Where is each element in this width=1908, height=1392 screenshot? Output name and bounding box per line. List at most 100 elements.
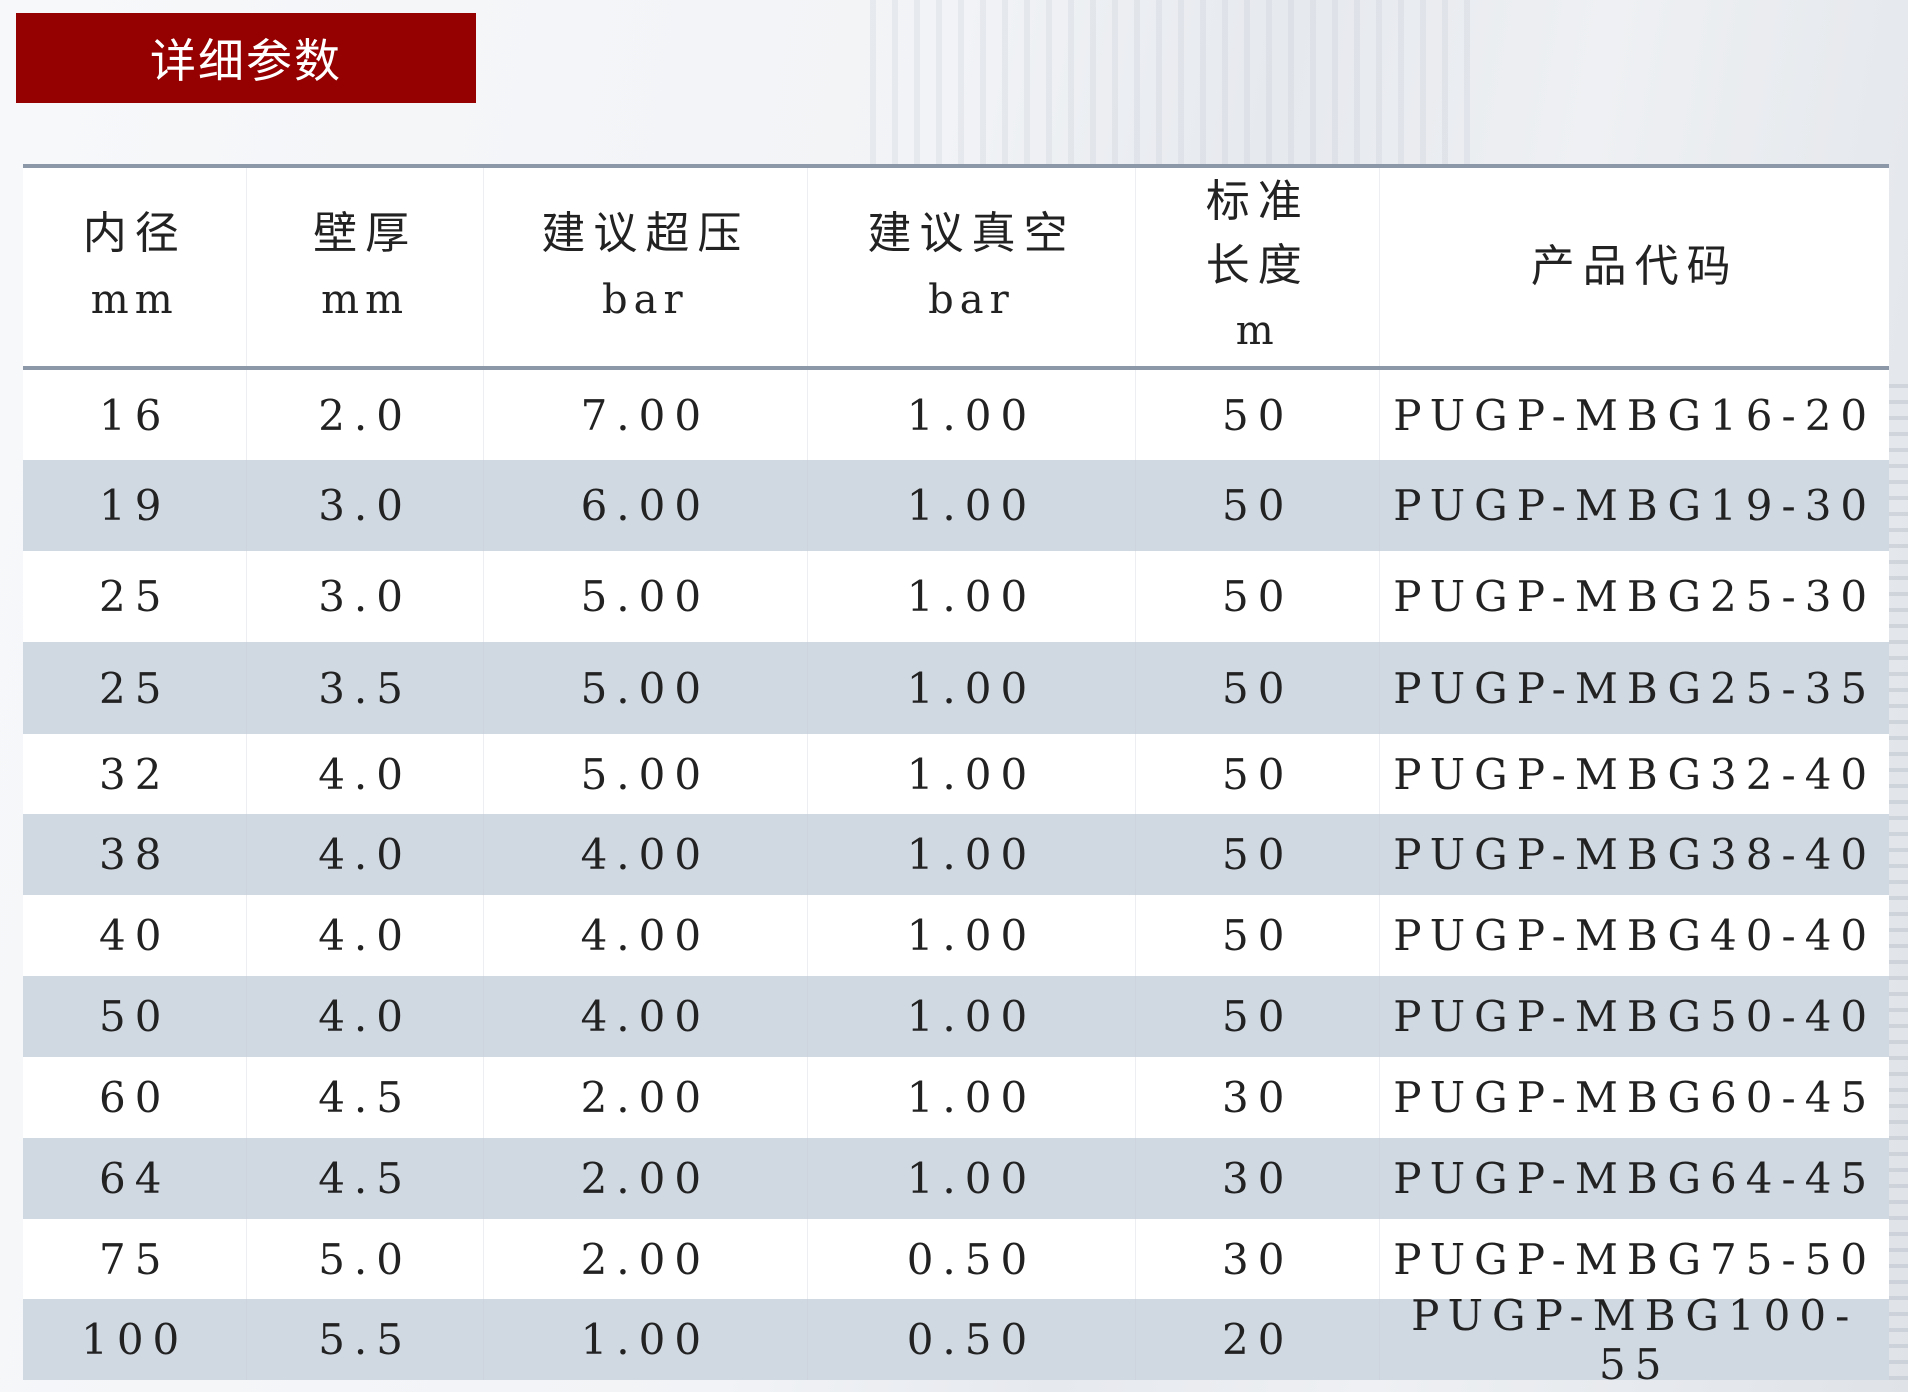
cell-inner-diameter: 60 — [23, 1057, 248, 1138]
cell-standard-length: 50 — [1136, 370, 1381, 460]
table-top-rule — [23, 164, 1889, 168]
cell-standard-length: 50 — [1136, 734, 1381, 814]
table-row: 19 3.0 6.00 1.00 50 PUGP-MBG19-30 — [23, 460, 1889, 551]
table-row: 50 4.0 4.00 1.00 50 PUGP-MBG50-40 — [23, 976, 1889, 1057]
cell-product-code: PUGP-MBG75-50 — [1393, 1234, 1877, 1284]
table-row: 25 3.5 5.00 1.00 50 PUGP-MBG25-35 — [23, 642, 1889, 734]
header-vacuum: 建议真空 bar — [808, 168, 1137, 366]
cell-product-code: PUGP-MBG100-55 — [1411, 1290, 1859, 1389]
cell-wall-thickness: 3.0 — [247, 460, 484, 551]
cell-product-code: PUGP-MBG32-40 — [1393, 749, 1877, 799]
cell-product-code: PUGP-MBG19-30 — [1393, 481, 1877, 530]
cell-vacuum: 1.00 — [808, 1138, 1137, 1219]
cell-wall-thickness: 4.5 — [247, 1138, 484, 1219]
cell-product-code: PUGP-MBG60-45 — [1393, 1073, 1877, 1122]
cell-vacuum: 0.50 — [808, 1299, 1137, 1380]
cell-overpressure: 4.00 — [484, 814, 808, 895]
cell-overpressure: 2.00 — [484, 1219, 808, 1299]
cell-wall-thickness: 4.0 — [247, 895, 484, 976]
table-row: 40 4.0 4.00 1.00 50 PUGP-MBG40-40 — [23, 895, 1889, 976]
header-standard-length: 标准长度 m — [1136, 168, 1381, 366]
cell-product-code: PUGP-MBG50-40 — [1393, 992, 1877, 1041]
cell-vacuum: 0.50 — [808, 1219, 1137, 1299]
cell-vacuum: 1.00 — [808, 895, 1137, 976]
cell-overpressure: 1.00 — [484, 1299, 808, 1380]
header-label: 壁厚 — [313, 208, 418, 259]
cell-overpressure: 6.00 — [484, 460, 808, 551]
cell-vacuum: 1.00 — [808, 1057, 1137, 1138]
cell-standard-length: 30 — [1136, 1057, 1381, 1138]
header-unit: mm — [90, 277, 179, 323]
spec-table: 内径 mm 壁厚 mm 建议超压 bar 建议真空 bar 标准长度 m 产品代码 16 2… — [23, 164, 1889, 1389]
cell-vacuum: 1.00 — [808, 814, 1137, 895]
cell-overpressure: 5.00 — [484, 642, 808, 734]
cell-standard-length: 50 — [1136, 642, 1381, 734]
cell-standard-length: 50 — [1136, 551, 1381, 642]
header-inner-diameter: 内径 mm — [23, 168, 248, 366]
cell-inner-diameter: 64 — [23, 1138, 248, 1219]
cell-wall-thickness: 4.5 — [247, 1057, 484, 1138]
cell-inner-diameter: 19 — [23, 460, 248, 551]
table-row: 75 5.0 2.00 0.50 30 PUGP-MBG75-50 — [23, 1219, 1889, 1299]
section-title: 详细参数 — [150, 34, 342, 88]
table-row: 16 2.0 7.00 1.00 50 PUGP-MBG16-20 — [23, 370, 1889, 460]
cell-wall-thickness: 3.0 — [247, 551, 484, 642]
cell-vacuum: 1.00 — [808, 734, 1137, 814]
cell-inner-diameter: 40 — [23, 895, 248, 976]
cell-inner-diameter: 38 — [23, 814, 248, 895]
cell-wall-thickness: 4.0 — [247, 734, 484, 814]
cell-standard-length: 50 — [1136, 460, 1381, 551]
cell-standard-length: 50 — [1136, 895, 1381, 976]
table-header-row: 内径 mm 壁厚 mm 建议超压 bar 建议真空 bar 标准长度 m 产品代码 — [23, 168, 1889, 366]
cell-inner-diameter: 16 — [23, 370, 248, 460]
cell-vacuum: 1.00 — [808, 460, 1137, 551]
cell-standard-length: 30 — [1136, 1219, 1381, 1299]
cell-standard-length: 50 — [1136, 814, 1381, 895]
header-label: 标准长度 — [1205, 176, 1310, 291]
cell-vacuum: 1.00 — [808, 551, 1137, 642]
cell-vacuum: 1.00 — [808, 642, 1137, 734]
cell-wall-thickness: 5.5 — [247, 1299, 484, 1380]
header-label: 内径 — [82, 208, 187, 259]
cell-standard-length: 50 — [1136, 976, 1381, 1057]
cell-wall-thickness: 4.0 — [247, 814, 484, 895]
header-unit: bar — [602, 277, 689, 323]
cell-overpressure: 2.00 — [484, 1057, 808, 1138]
cell-overpressure: 4.00 — [484, 895, 808, 976]
table-row: 25 3.0 5.00 1.00 50 PUGP-MBG25-30 — [23, 551, 1889, 642]
table-row: 100 5.5 1.00 0.50 20 PUGP-MBG100-55 — [23, 1290, 1889, 1389]
cell-product-code: PUGP-MBG25-35 — [1393, 663, 1877, 713]
header-wall-thickness: 壁厚 mm — [247, 168, 484, 366]
cell-wall-thickness: 3.5 — [247, 642, 484, 734]
cell-overpressure: 5.00 — [484, 734, 808, 814]
header-product-code: 产品代码 — [1380, 168, 1889, 366]
cell-overpressure: 5.00 — [484, 551, 808, 642]
header-bottom-rule — [23, 366, 1889, 370]
header-unit: bar — [928, 277, 1015, 323]
cell-wall-thickness: 2.0 — [247, 370, 484, 460]
cell-inner-diameter: 75 — [23, 1219, 248, 1299]
cell-wall-thickness: 5.0 — [247, 1219, 484, 1299]
header-unit: mm — [321, 277, 410, 323]
cell-inner-diameter: 32 — [23, 734, 248, 814]
background-building — [870, 0, 1470, 170]
table-row: 60 4.5 2.00 1.00 30 PUGP-MBG60-45 — [23, 1057, 1889, 1138]
cell-product-code: PUGP-MBG40-40 — [1393, 911, 1877, 960]
header-label: 建议真空 — [867, 208, 1076, 259]
section-title-banner: 详细参数 — [16, 13, 476, 103]
header-label: 产品代码 — [1530, 241, 1739, 292]
cell-standard-length: 30 — [1136, 1138, 1381, 1219]
header-unit: m — [1235, 308, 1280, 354]
cell-overpressure: 4.00 — [484, 976, 808, 1057]
cell-vacuum: 1.00 — [808, 976, 1137, 1057]
header-label: 建议超压 — [541, 208, 750, 259]
header-overpressure: 建议超压 bar — [484, 168, 808, 366]
cell-overpressure: 7.00 — [484, 370, 808, 460]
cell-inner-diameter: 50 — [23, 976, 248, 1057]
cell-inner-diameter: 25 — [23, 642, 248, 734]
cell-overpressure: 2.00 — [484, 1138, 808, 1219]
cell-product-code: PUGP-MBG25-30 — [1393, 572, 1877, 621]
cell-standard-length: 20 — [1136, 1299, 1381, 1380]
cell-inner-diameter: 100 — [23, 1299, 248, 1380]
cell-product-code: PUGP-MBG64-45 — [1393, 1154, 1877, 1203]
